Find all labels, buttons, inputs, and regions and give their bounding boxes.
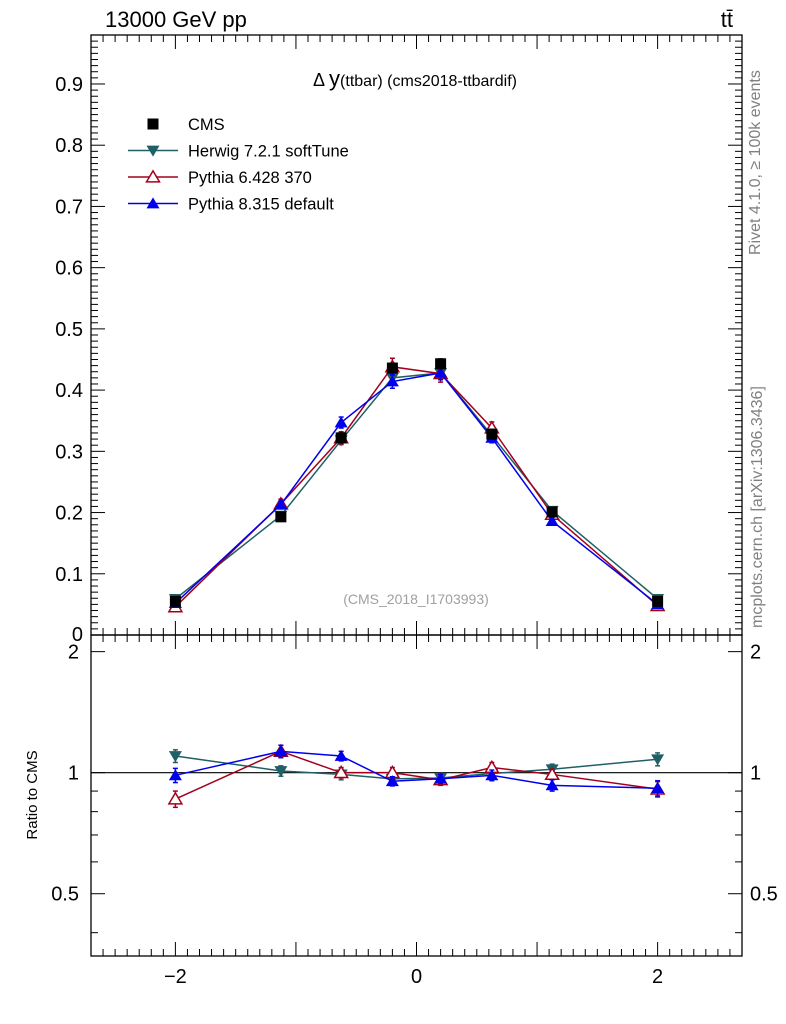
data-point xyxy=(333,765,349,779)
main-y-tick-label: 0.4 xyxy=(55,380,83,402)
main-y-tick-label: 0.6 xyxy=(55,258,83,280)
data-point xyxy=(334,749,348,761)
main-y-tick-label: 0.2 xyxy=(55,503,83,525)
legend-item: Pythia 8.315 default xyxy=(128,196,334,214)
data-point xyxy=(385,775,399,787)
ratio-y-tick-label-left: 0.5 xyxy=(51,884,79,906)
main-y-tick-label: 0.1 xyxy=(55,564,83,586)
data-point xyxy=(545,514,559,526)
data-point xyxy=(274,745,288,757)
series-line xyxy=(174,372,659,605)
main-axis-ticks xyxy=(91,34,742,636)
main-y-tick-label-zero: 0 xyxy=(72,624,83,646)
x-tick-label: 2 xyxy=(652,966,663,988)
data-point xyxy=(434,366,448,378)
header-left: 13000 GeV pp xyxy=(105,7,247,32)
main-title-rest: (ttbar) (cms2018-ttbardif) xyxy=(340,73,517,90)
data-point xyxy=(546,506,558,518)
legend-label: Herwig 7.2.1 softTune xyxy=(188,143,349,161)
data-point xyxy=(167,791,184,805)
data-point xyxy=(651,782,665,794)
main-y-tick-label: 0.7 xyxy=(55,196,83,218)
legend: CMS Herwig 7.2.1 softTune Pythia 6.428 370… xyxy=(128,116,349,214)
series-pythia-6-428-370 xyxy=(167,743,666,809)
legend-marker xyxy=(146,145,160,157)
ratio-y-tick-label-left: 2 xyxy=(68,642,79,664)
series-line xyxy=(174,366,659,608)
main-y-tick-label: 0.3 xyxy=(55,441,83,463)
main-y-tick-label: 0.9 xyxy=(55,74,83,96)
data-point xyxy=(651,754,665,766)
legend-marker xyxy=(147,118,159,130)
data-point xyxy=(435,358,447,370)
series-line xyxy=(174,372,659,600)
ratio-axis-ticks xyxy=(91,635,742,956)
ratio-y-tick-label-right: 0.5 xyxy=(750,884,778,906)
ratio-y-tick-label-right: 2 xyxy=(750,642,761,664)
legend-label: Pythia 6.428 370 xyxy=(188,169,312,187)
series-pythia-6-428-370 xyxy=(167,357,666,613)
main-series xyxy=(167,357,666,613)
main-title: Δ y(ttbar) (cms2018-ttbardif) xyxy=(313,66,517,91)
data-point xyxy=(275,511,287,523)
series-herwig-7-2-1-softtune xyxy=(168,367,665,606)
data-point xyxy=(386,362,398,374)
main-y-tick-labels: 0.1 0.2 0.3 0.4 0.5 0.6 0.7 0.8 0.9 0 xyxy=(55,74,83,646)
legend-item: CMS xyxy=(147,116,225,134)
main-title-y: y xyxy=(329,66,340,91)
data-point xyxy=(335,432,347,444)
ratio-y-tick-label-left: 1 xyxy=(68,763,79,785)
data-point xyxy=(545,779,559,791)
legend-item: Herwig 7.2.1 softTune xyxy=(128,143,349,161)
ratio-y-tick-labels: 0.5 0.5 1 1 2 2 xyxy=(51,642,778,906)
series-pythia-8-315-default xyxy=(168,744,665,797)
header-right: tt̄ xyxy=(721,7,733,32)
rivet-side-label: Rivet 4.1.0, ≥ 100k events xyxy=(747,70,764,255)
ratio-x-tick-labels: −2 0 2 xyxy=(164,966,663,988)
main-panel: 0.1 0.2 0.3 0.4 0.5 0.6 0.7 0.8 0.9 0 Δ y(ttbar) … xyxy=(55,34,743,646)
mcplots-side-label: mcplots.cern.ch [arXiv:1306.3436] xyxy=(749,386,766,628)
data-point xyxy=(385,375,399,387)
ratio-y-axis-label: Ratio to CMS xyxy=(24,750,41,839)
ratio-y-tick-label-right: 1 xyxy=(750,763,761,785)
series-line xyxy=(175,750,658,789)
legend-item: Pythia 6.428 370 xyxy=(128,169,312,187)
ratio-series xyxy=(167,743,666,809)
data-point xyxy=(274,766,288,778)
legend-label: Pythia 8.315 default xyxy=(188,196,334,214)
legend-marker xyxy=(146,197,160,209)
series-cms xyxy=(169,358,664,607)
main-y-tick-label: 0.5 xyxy=(55,319,83,341)
data-point xyxy=(274,498,288,510)
watermark-label: (CMS_2018_I1703993) xyxy=(343,591,489,607)
data-point xyxy=(485,769,499,781)
x-tick-label: −2 xyxy=(164,966,187,988)
series-line xyxy=(175,750,658,800)
legend-label: CMS xyxy=(188,116,225,134)
ratio-panel: 0.5 0.5 1 1 2 2 −2 0 2 Ratio to CMS xyxy=(24,634,778,988)
data-point xyxy=(334,416,348,428)
ratio-panel-frame xyxy=(90,634,743,957)
series-pythia-8-315-default xyxy=(168,365,665,610)
data-point xyxy=(486,428,498,440)
series-line xyxy=(175,755,658,780)
main-title-delta: Δ xyxy=(313,70,329,90)
data-point xyxy=(168,751,182,763)
data-point xyxy=(434,772,448,784)
main-y-tick-label: 0.8 xyxy=(55,135,83,157)
data-point xyxy=(169,595,181,607)
data-point xyxy=(168,769,182,781)
data-point xyxy=(652,595,664,607)
legend-marker xyxy=(145,169,161,183)
x-tick-label: 0 xyxy=(411,966,422,988)
